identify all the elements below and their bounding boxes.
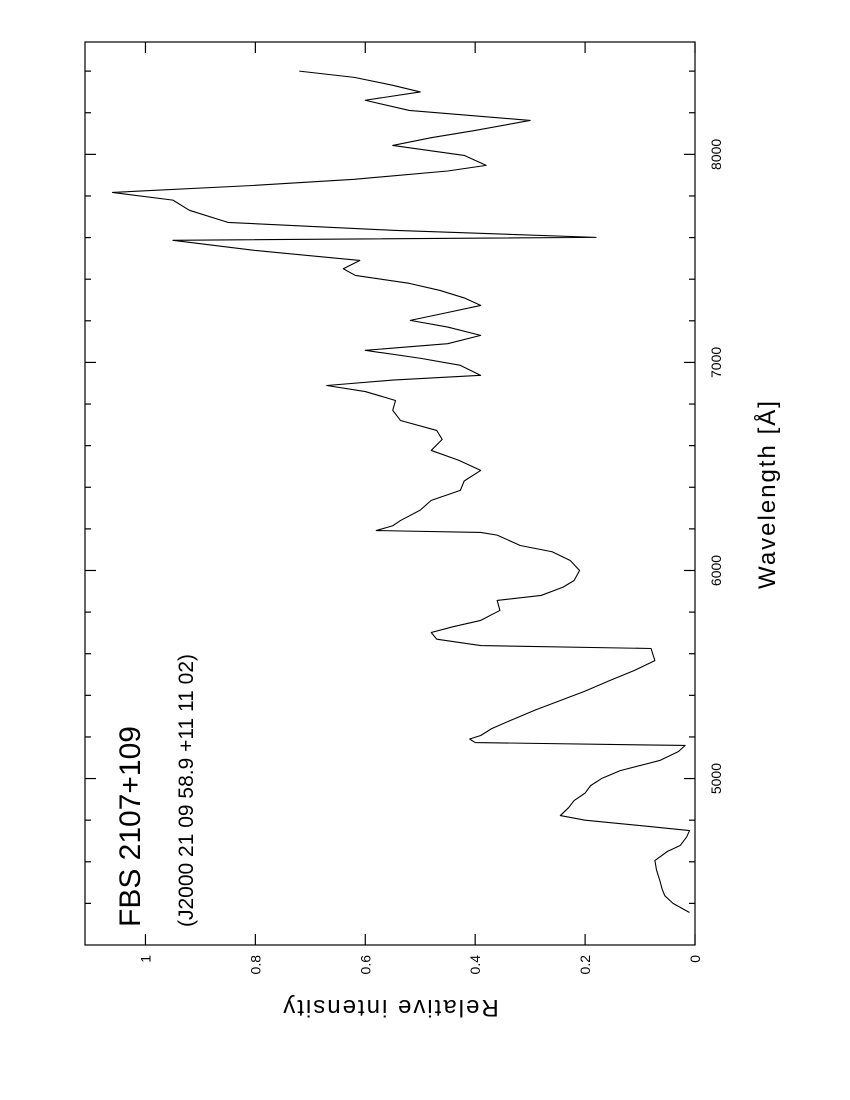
x-axis-label: Wavelength [Å] [753,399,781,589]
x-tick-label: 8000 [708,139,724,170]
y-tick-label: 0.4 [467,955,483,975]
y-tick-label: 1 [137,955,153,963]
rotated-plot: FBS 2107+109 (J2000 21 09 58.9 +11 11 02… [84,41,781,1021]
y-tick-label: 0.8 [247,955,263,975]
chart-subtitle: (J2000 21 09 58.9 +11 11 02) [175,654,198,927]
y-tick-label: 0.6 [357,955,373,975]
y-axis-label: Relative intensity [281,994,498,1021]
plot-frame [84,41,696,946]
spectrum-line [111,70,691,914]
x-tick-label: 6000 [708,555,724,586]
chart-title: FBS 2107+109 [114,726,147,927]
x-tick-label: 7000 [708,347,724,378]
y-tick-label: 0.2 [577,955,593,975]
x-tick-label: 5000 [708,763,724,794]
y-tick-label: 0 [687,955,703,963]
